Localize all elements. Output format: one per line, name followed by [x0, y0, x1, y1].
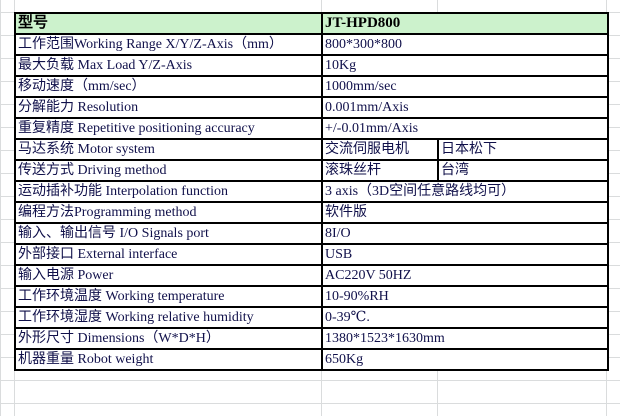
- table-row: 重复精度 Repetitive positioning accuracy +/-0…: [14, 117, 609, 140]
- spec-label-cell[interactable]: 编程方法Programming method: [14, 201, 323, 224]
- table-row: 机器重量 Robot weight 650Kg: [14, 348, 609, 371]
- spec-value-cell[interactable]: 0.001mm/Axis: [321, 96, 609, 119]
- table-row: 输入电源 Power AC220V 50HZ: [14, 264, 609, 287]
- table-row: 最大负载 Max Load Y/Z-Axis 10Kg: [14, 54, 609, 77]
- spec-value-cell[interactable]: 软件版: [321, 201, 609, 224]
- spec-value-cell[interactable]: 3 axis（3D空间任意路线均可）: [321, 180, 609, 203]
- spec-label-cell[interactable]: 分解能力 Resolution: [14, 96, 323, 119]
- spec-label-cell[interactable]: 输入电源 Power: [14, 264, 323, 287]
- spec-value2-cell[interactable]: 台湾: [437, 159, 609, 182]
- table-row: 工作范围Working Range X/Y/Z-Axis（mm） 800*300*…: [14, 33, 609, 56]
- table-row: 输入、输出信号 I/O Signals port 8I/O: [14, 222, 609, 245]
- spec-label-cell[interactable]: 输入、输出信号 I/O Signals port: [14, 222, 323, 245]
- spec-value-cell[interactable]: 10-90%RH: [321, 285, 609, 308]
- header-row: 型号 JT-HPD800: [14, 12, 609, 35]
- table-row: 分解能力 Resolution 0.001mm/Axis: [14, 96, 609, 119]
- spec-value-cell[interactable]: 0-39℃.: [321, 306, 609, 329]
- spec-value-cell[interactable]: 交流伺服电机: [321, 138, 439, 161]
- spec-label-cell[interactable]: 工作环境温度 Working temperature: [14, 285, 323, 308]
- spec-value-cell[interactable]: +/-0.01mm/Axis: [321, 117, 609, 140]
- spec-value2-cell[interactable]: 日本松下: [437, 138, 609, 161]
- spec-label-cell[interactable]: 移动速度（mm/sec）: [14, 75, 323, 98]
- spec-table: 型号 JT-HPD800 工作范围Working Range X/Y/Z-Axi…: [14, 12, 609, 371]
- spec-value-cell[interactable]: 800*300*800: [321, 33, 609, 56]
- spec-label-cell[interactable]: 运动插补功能 Interpolation function: [14, 180, 323, 203]
- table-row: 工作环境温度 Working temperature 10-90%RH: [14, 285, 609, 308]
- table-row: 移动速度（mm/sec） 1000mm/sec: [14, 75, 609, 98]
- spec-label-cell[interactable]: 重复精度 Repetitive positioning accuracy: [14, 117, 323, 140]
- spec-label-cell[interactable]: 马达系统 Motor system: [14, 138, 323, 161]
- spec-label-cell[interactable]: 工作范围Working Range X/Y/Z-Axis（mm）: [14, 33, 323, 56]
- table-row: 传送方式 Driving method 滚珠丝杆 台湾: [14, 159, 609, 182]
- spec-value-cell[interactable]: 8I/O: [321, 222, 609, 245]
- spec-value-cell[interactable]: 1000mm/sec: [321, 75, 609, 98]
- table-row: 外部接口 External interface USB: [14, 243, 609, 266]
- table-row: 马达系统 Motor system 交流伺服电机 日本松下: [14, 138, 609, 161]
- header-value-cell[interactable]: JT-HPD800: [321, 12, 609, 35]
- spec-value-cell[interactable]: USB: [321, 243, 609, 266]
- table-row: 编程方法Programming method 软件版: [14, 201, 609, 224]
- table-row: 外形尺寸 Dimensions（W*D*H） 1380*1523*1630mm: [14, 327, 609, 350]
- spec-value-cell[interactable]: 650Kg: [321, 348, 609, 371]
- spec-value-cell[interactable]: AC220V 50HZ: [321, 264, 609, 287]
- table-row: 运动插补功能 Interpolation function 3 axis（3D空间…: [14, 180, 609, 203]
- spec-label-cell[interactable]: 外部接口 External interface: [14, 243, 323, 266]
- spec-label-cell[interactable]: 机器重量 Robot weight: [14, 348, 323, 371]
- spec-label-cell[interactable]: 工作环境湿度 Working relative humidity: [14, 306, 323, 329]
- header-label-cell[interactable]: 型号: [14, 12, 323, 35]
- spec-value-cell[interactable]: 1380*1523*1630mm: [321, 327, 609, 350]
- spec-value-cell[interactable]: 滚珠丝杆: [321, 159, 439, 182]
- spec-label-cell[interactable]: 外形尺寸 Dimensions（W*D*H）: [14, 327, 323, 350]
- spec-label-cell[interactable]: 最大负载 Max Load Y/Z-Axis: [14, 54, 323, 77]
- spec-value-cell[interactable]: 10Kg: [321, 54, 609, 77]
- table-row: 工作环境湿度 Working relative humidity 0-39℃.: [14, 306, 609, 329]
- spec-label-cell[interactable]: 传送方式 Driving method: [14, 159, 323, 182]
